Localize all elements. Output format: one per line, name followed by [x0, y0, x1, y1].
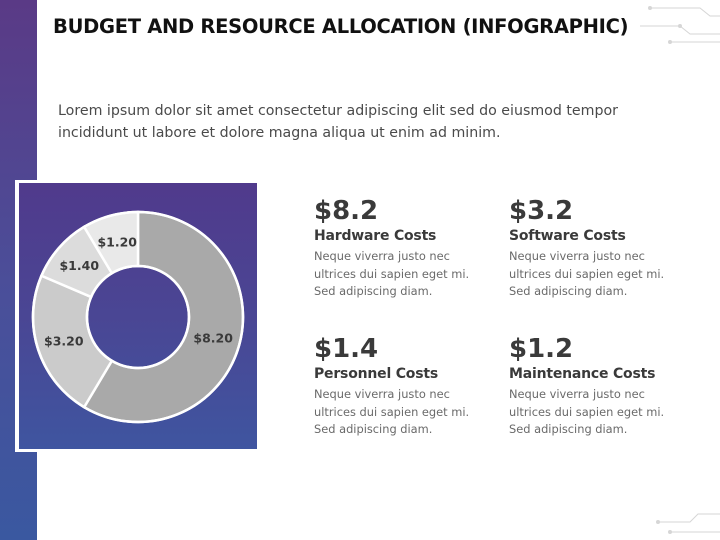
stat-hardware: $8.2 Hardware Costs Neque viverra justo … — [314, 196, 499, 301]
stat-description: Neque viverra justo nec ultrices dui sap… — [509, 249, 665, 298]
stat-value: $8.2 — [314, 196, 379, 226]
circuit-decoration-top — [640, 6, 720, 44]
stat-maintenance: $1.2 Maintenance Costs Neque viverra jus… — [509, 334, 694, 439]
donut-data-label: $3.20 — [44, 334, 84, 349]
stat-label: Software Costs — [509, 228, 626, 244]
donut-chart: $8.20 $3.20 $1.40 $1.20 — [31, 210, 245, 424]
stat-description: Neque viverra justo nec ultrices dui sap… — [314, 387, 470, 436]
stat-value: $1.4 — [314, 334, 379, 364]
stat-label: Hardware Costs — [314, 228, 437, 244]
stat-description: Neque viverra justo nec ultrices dui sap… — [509, 387, 665, 436]
stat-label: Personnel Costs — [314, 366, 438, 382]
circuit-decoration-bottom — [656, 513, 720, 534]
donut-data-label: $1.40 — [59, 258, 99, 273]
page-title: BUDGET AND RESOURCE ALLOCATION (INFOGRAP… — [53, 15, 629, 38]
stat-value: $1.2 — [509, 334, 574, 364]
stat-label: Maintenance Costs — [509, 366, 656, 382]
stat-software: $3.2 Software Costs Neque viverra justo … — [509, 196, 694, 301]
stat-personnel: $1.4 Personnel Costs Neque viverra justo… — [314, 334, 499, 439]
donut-data-label: $1.20 — [97, 234, 137, 249]
donut-data-label: $8.20 — [193, 330, 233, 345]
intro-paragraph: Lorem ipsum dolor sit amet consectetur a… — [58, 103, 618, 141]
stat-description: Neque viverra justo nec ultrices dui sap… — [314, 249, 470, 298]
donut-chart-panel: $8.20 $3.20 $1.40 $1.20 — [16, 180, 260, 452]
donut-inner-ring — [85, 264, 191, 370]
donut-outer-ring — [31, 210, 245, 424]
stat-value: $3.2 — [509, 196, 574, 226]
